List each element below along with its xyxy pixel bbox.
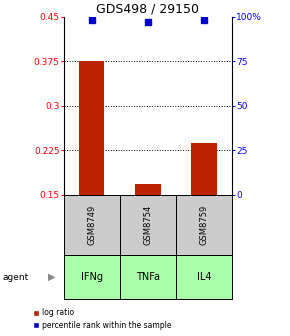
Bar (79, 61, 104, 195)
Text: agent: agent (3, 273, 29, 282)
Text: GSM8754: GSM8754 (143, 205, 153, 245)
Text: IL4: IL4 (197, 272, 211, 282)
Text: GSM8759: GSM8759 (200, 205, 209, 245)
Text: GSM8749: GSM8749 (87, 205, 96, 245)
Text: IFNg: IFNg (81, 272, 103, 282)
Bar (120, 255, 176, 299)
Text: TNFa: TNFa (136, 272, 160, 282)
Bar (176, 195, 232, 255)
Legend: log ratio, percentile rank within the sample: log ratio, percentile rank within the sa… (33, 308, 171, 330)
Bar (135, 184, 161, 195)
Bar (176, 255, 232, 299)
Bar (120, 195, 176, 255)
Title: GDS498 / 29150: GDS498 / 29150 (96, 3, 200, 16)
Text: ▶: ▶ (48, 272, 55, 282)
Bar (191, 143, 217, 195)
Bar (64, 195, 120, 255)
Bar (64, 255, 120, 299)
